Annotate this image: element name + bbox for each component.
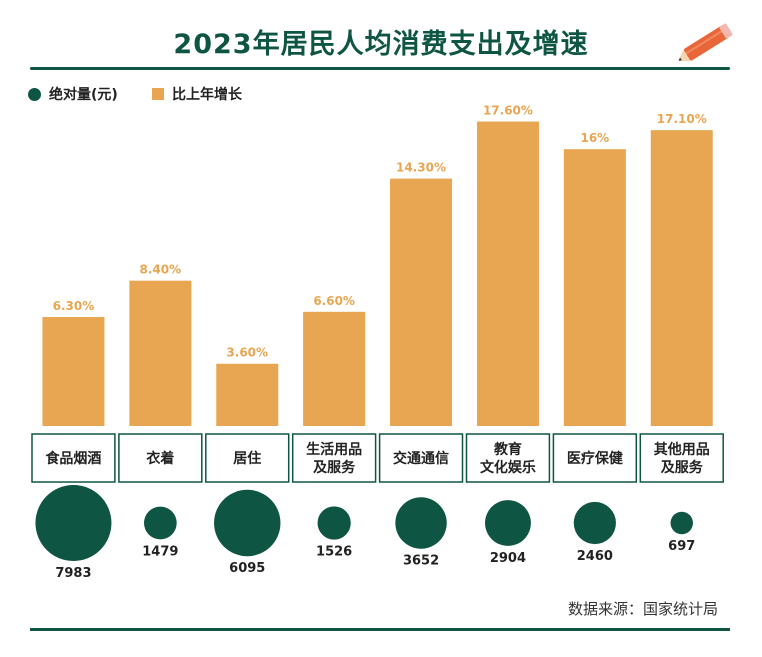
category-label: 医疗保健 bbox=[567, 450, 623, 467]
category-label: 生活用品 bbox=[306, 441, 362, 458]
category-label: 食品烟酒 bbox=[45, 450, 101, 467]
absolute-value-label: 7983 bbox=[55, 566, 91, 581]
category-label: 居住 bbox=[233, 450, 261, 467]
absolute-value-circle bbox=[214, 489, 281, 557]
absolute-value-circle bbox=[317, 506, 351, 540]
category-box bbox=[205, 433, 290, 483]
bar-value-label: 14.30% bbox=[396, 161, 446, 175]
absolute-value-circle bbox=[670, 511, 693, 535]
category-label: 其他用品 bbox=[654, 441, 710, 458]
bar bbox=[216, 363, 279, 426]
bar bbox=[650, 130, 713, 427]
bottom-rule bbox=[30, 628, 730, 631]
bar bbox=[563, 149, 626, 426]
bar-value-label: 16% bbox=[580, 131, 609, 145]
legend-absolute-label: 绝对量(元) bbox=[49, 87, 118, 103]
absolute-value-label: 2904 bbox=[490, 551, 526, 566]
top-rule bbox=[30, 67, 730, 70]
chart-title: 2023年居民人均消费支出及增速 bbox=[173, 29, 589, 60]
bar-value-label: 17.10% bbox=[657, 112, 707, 126]
category-label: 交通通信 bbox=[393, 450, 449, 467]
absolute-value-label: 3652 bbox=[403, 554, 439, 569]
bar bbox=[42, 317, 105, 426]
absolute-value-circle bbox=[143, 506, 177, 540]
category-label: 教育 bbox=[494, 441, 522, 458]
data-source: 数据来源：国家统计局 bbox=[567, 600, 718, 618]
bar-value-label: 17.60% bbox=[483, 104, 533, 118]
bar-value-label: 8.40% bbox=[140, 263, 182, 277]
legend-item-absolute: 绝对量(元) bbox=[28, 84, 118, 104]
legend-growth-label: 比上年增长 bbox=[172, 87, 242, 103]
category-box bbox=[31, 433, 116, 483]
absolute-value-circle bbox=[395, 497, 447, 549]
bar bbox=[303, 311, 366, 426]
category-label: 文化娱乐 bbox=[480, 459, 536, 476]
category-label: 衣着 bbox=[146, 450, 174, 467]
category-label: 及服务 bbox=[313, 459, 356, 476]
absolute-value-label: 2460 bbox=[577, 549, 613, 564]
legend-circle-swatch bbox=[28, 87, 41, 101]
bar bbox=[390, 178, 453, 426]
category-box bbox=[378, 433, 464, 483]
absolute-value-circle bbox=[485, 500, 531, 546]
category-box bbox=[552, 433, 638, 483]
absolute-value-label: 697 bbox=[668, 539, 695, 554]
category-box bbox=[118, 433, 203, 483]
bar bbox=[129, 280, 192, 426]
absolute-value-circle bbox=[573, 501, 616, 545]
bar-value-label: 3.60% bbox=[226, 346, 268, 360]
absolute-value-label: 1479 bbox=[142, 544, 178, 559]
absolute-value-circle bbox=[35, 485, 112, 561]
category-box bbox=[465, 433, 551, 483]
absolute-value-label: 6095 bbox=[229, 561, 265, 576]
legend-bar-swatch bbox=[152, 88, 164, 100]
pencil-icon bbox=[678, 23, 733, 62]
category-box bbox=[639, 433, 724, 483]
legend-item-growth: 比上年增长 bbox=[152, 84, 242, 104]
bar bbox=[476, 121, 539, 427]
category-box bbox=[291, 433, 377, 483]
absolute-value-label: 1526 bbox=[316, 545, 352, 560]
bar-value-label: 6.30% bbox=[53, 299, 95, 313]
category-label: 及服务 bbox=[661, 459, 704, 476]
bar-value-label: 6.60% bbox=[313, 294, 355, 308]
